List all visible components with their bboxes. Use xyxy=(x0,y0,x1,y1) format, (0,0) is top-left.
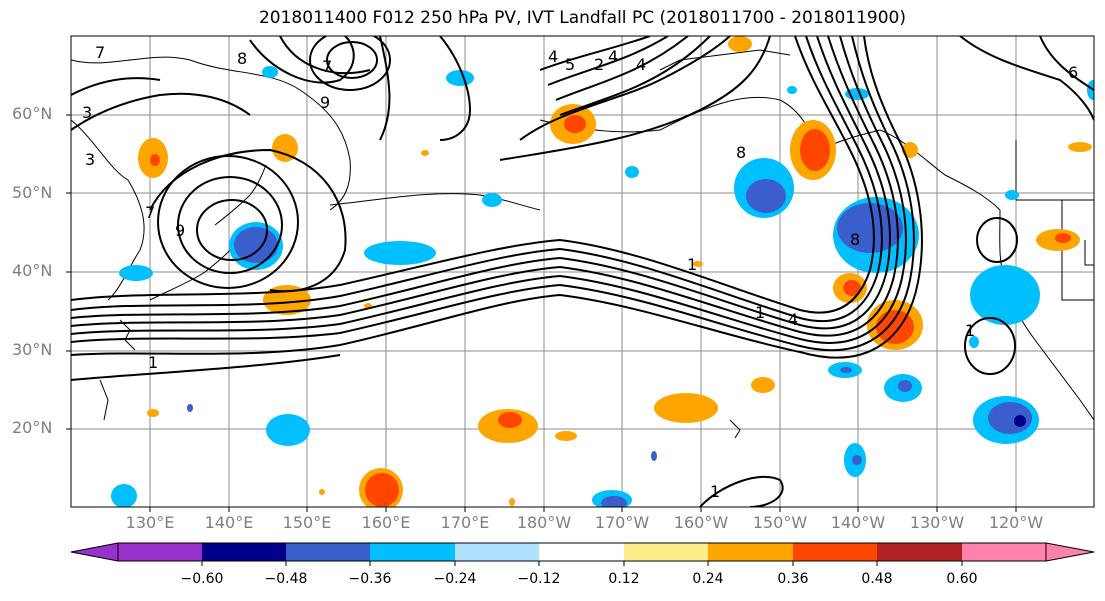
lon-label: 150°E xyxy=(282,513,332,532)
lon-label: 140°W xyxy=(830,513,886,532)
lon-label: 120°W xyxy=(988,513,1044,532)
lon-label: 140°E xyxy=(204,513,254,532)
contour-label: 2 xyxy=(594,55,604,74)
colorbar-tick-label: −0.36 xyxy=(348,571,392,587)
colorbar xyxy=(70,542,1095,566)
contour-label: 4 xyxy=(548,47,558,66)
lat-label: 40°N xyxy=(12,261,53,280)
lon-label: 160°W xyxy=(673,513,729,532)
contour-labels: 7 1 1 1 1 1 4 7 9 9 7 3 3 4 4 4 8 5 2 6 … xyxy=(82,43,1078,501)
filled-negative xyxy=(111,66,1094,507)
contour-label: 4 xyxy=(608,47,618,66)
colorbar-bin xyxy=(370,543,455,561)
contour-label: 7 xyxy=(322,57,332,76)
colorbar-under-arrow xyxy=(70,542,119,562)
contour-label: 8 xyxy=(736,143,746,162)
lat-label: 60°N xyxy=(12,104,53,123)
map-title: 2018011400 F012 250 hPa PV, IVT Landfall… xyxy=(258,8,906,28)
colorbar-bin xyxy=(793,543,877,561)
contour-label: 1 xyxy=(755,303,765,322)
lon-label: 170°W xyxy=(594,513,650,532)
contour-label: 9 xyxy=(320,93,330,112)
colorbar-tick-label: −0.60 xyxy=(180,571,224,587)
colorbar-bin xyxy=(539,543,624,561)
colorbar-bin xyxy=(286,543,370,561)
lat-label: 30°N xyxy=(12,340,53,359)
contour-label: 7 xyxy=(145,203,155,222)
colorbar-tick-label: −0.24 xyxy=(433,571,477,587)
colorbar-over-arrow xyxy=(1045,542,1095,562)
colorbar-tick-label: −0.12 xyxy=(517,571,561,587)
contour-label: 1 xyxy=(687,255,697,274)
contour-label: 6 xyxy=(1068,63,1078,82)
contour-label: 3 xyxy=(85,150,95,169)
colorbar-tick-label: 0.12 xyxy=(608,571,640,587)
colorbar-bin xyxy=(118,543,202,561)
lat-label: 20°N xyxy=(12,418,53,437)
colorbar-bin xyxy=(877,543,962,561)
colorbar-tick-label: −0.48 xyxy=(264,571,308,587)
lon-label: 180°W xyxy=(516,513,572,532)
colorbar-bin xyxy=(962,543,1046,561)
colorbar-bin xyxy=(708,543,793,561)
contour-label: 8 xyxy=(850,230,860,249)
contour-label: 1 xyxy=(710,482,720,501)
lon-label: 160°E xyxy=(361,513,411,532)
contour-label: 3 xyxy=(82,103,92,122)
colorbar-tick-label: 0.60 xyxy=(946,571,978,587)
colorbar-bin xyxy=(624,543,708,561)
colorbar-tick-label: 0.48 xyxy=(861,571,893,587)
lon-label: 130°W xyxy=(909,513,965,532)
contour-label: 1 xyxy=(148,353,158,372)
colorbar-bin xyxy=(202,543,286,561)
contour-label: 1 xyxy=(965,321,975,340)
contour-label: 9 xyxy=(175,221,185,240)
axis-ticks xyxy=(66,114,1017,512)
lat-label: 50°N xyxy=(12,183,53,202)
contour-label: 4 xyxy=(636,55,646,74)
contour-label: 4 xyxy=(788,310,798,329)
contour-label: 8 xyxy=(237,49,247,68)
colorbar-tick-label: 0.24 xyxy=(692,571,724,587)
lon-label: 150°W xyxy=(752,513,808,532)
contour-label: 7 xyxy=(95,43,105,62)
contour-label: 5 xyxy=(565,55,575,74)
lon-label: 170°E xyxy=(440,513,490,532)
pv-contours xyxy=(71,36,1094,507)
colorbar-tick-label: 0.36 xyxy=(777,571,809,587)
lon-label: 130°E xyxy=(125,513,175,532)
colorbar-bin xyxy=(455,543,539,561)
